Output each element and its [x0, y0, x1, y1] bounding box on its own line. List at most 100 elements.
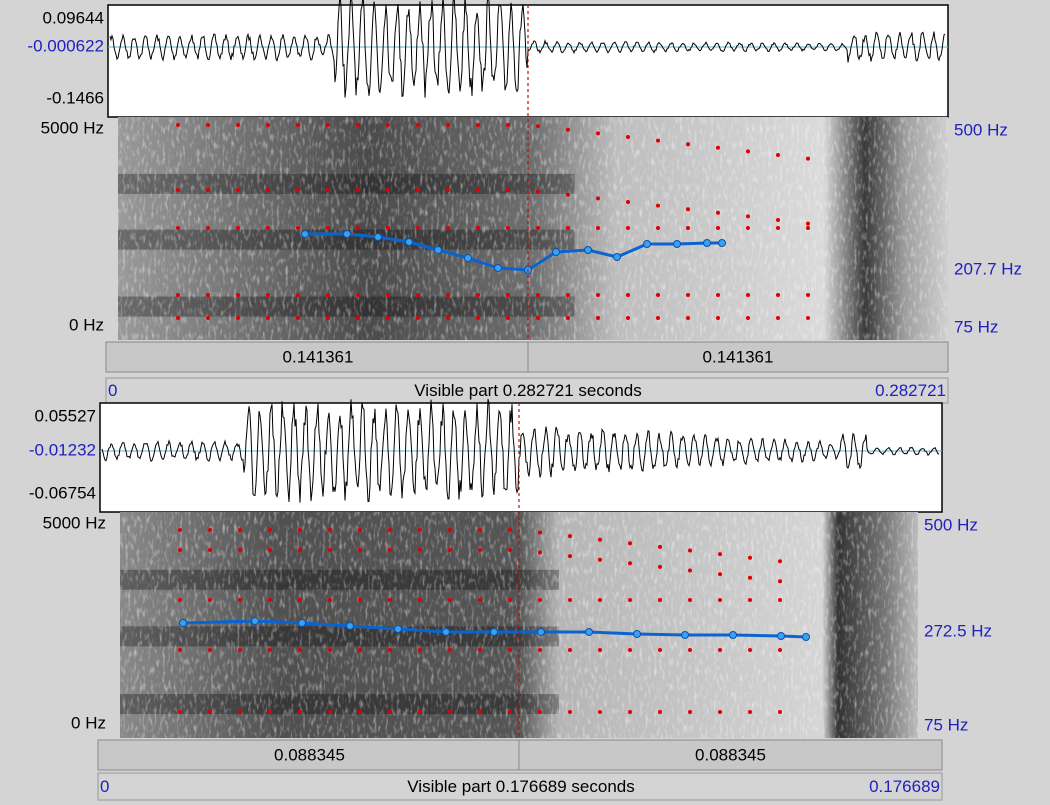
formant-dot [356, 123, 360, 127]
formant-dot [266, 293, 270, 297]
formant-dot [508, 548, 512, 552]
formant-dot [626, 200, 630, 204]
formant-dot [776, 226, 780, 230]
formant-dot [208, 710, 212, 714]
pitch-point [346, 622, 354, 630]
formant-dot [176, 123, 180, 127]
pitch-point [494, 264, 502, 272]
formant-dot [508, 528, 512, 532]
formant-dot [596, 131, 600, 136]
formant-dot [386, 123, 390, 127]
formant-dot [776, 153, 780, 157]
formant-dot [776, 218, 780, 222]
formant-dot [446, 123, 450, 127]
formant-dot [326, 188, 330, 192]
formant-dot [656, 316, 660, 320]
formant-dot [326, 293, 330, 297]
formant-dot [238, 598, 242, 602]
formant-dot [296, 188, 300, 192]
formant-dot [748, 555, 752, 560]
formant-dot [718, 572, 722, 577]
formant-dot [328, 528, 332, 532]
formant-dot [686, 316, 690, 320]
formant-dot [208, 648, 212, 652]
formant-dot [208, 548, 212, 552]
formant-dot [536, 293, 540, 297]
formant-dot [328, 598, 332, 602]
formant-dot [448, 528, 452, 532]
formant-dot [448, 598, 452, 602]
formant-dot [598, 557, 602, 562]
pitch-max: 500 Hz [924, 515, 978, 534]
visible-label: Visible part 0.282721 seconds [414, 381, 641, 400]
formant-dot [448, 710, 452, 714]
formant-dot [298, 648, 302, 652]
formant-dot [508, 598, 512, 602]
visible-start: 0 [100, 777, 109, 796]
formant-dot [686, 293, 690, 297]
pitch-point [343, 230, 351, 238]
pitch-max: 500 Hz [954, 120, 1008, 139]
pitch-point [552, 248, 560, 256]
formant-dot [178, 528, 182, 532]
formant-dot [476, 188, 480, 192]
formant-dot [718, 552, 722, 557]
formant-dot [236, 123, 240, 127]
formant-dot [268, 548, 272, 552]
formant-dot [718, 648, 722, 652]
formant-dot [568, 554, 572, 559]
formant-dot [566, 192, 570, 197]
formant-dot [268, 528, 272, 532]
formant-dot [416, 188, 420, 192]
amp-min: -0.06754 [29, 483, 96, 502]
formant-dot [388, 548, 392, 552]
formant-dot [626, 316, 630, 320]
formant-dot [358, 528, 362, 532]
visible-end: 0.282721 [875, 381, 946, 400]
formant-dot [566, 226, 570, 230]
pitch-point [802, 633, 810, 641]
formant-dot [656, 226, 660, 230]
formant-dot [298, 548, 302, 552]
formant-dot [746, 214, 750, 219]
formant-dot [388, 710, 392, 714]
formant-dot [748, 598, 752, 602]
pitch-point [681, 631, 689, 639]
formant-dot [658, 598, 662, 602]
visible-label: Visible part 0.176689 seconds [407, 777, 634, 796]
formant-dot [476, 316, 480, 320]
pitch-point [584, 246, 592, 254]
formant-dot [596, 226, 600, 230]
formant-dot [568, 598, 572, 602]
formant-dot [208, 598, 212, 602]
formant-dot [508, 648, 512, 652]
formant-dot [298, 710, 302, 714]
formant-dot [628, 598, 632, 602]
formant-dot [806, 316, 810, 320]
formant-dot [538, 648, 542, 652]
formant-dot [718, 710, 722, 714]
formant-dot [716, 226, 720, 230]
formant-dot [446, 188, 450, 192]
formant-dot [566, 127, 570, 132]
formant-dot [568, 710, 572, 714]
right-duration: 0.141361 [703, 347, 774, 366]
pitch-point [777, 632, 785, 640]
panel: 0.09644 -0.000622 -0.1466 5000 Hz 0 Hz 500 Hz… [27, 0, 1022, 404]
formant-dot [386, 293, 390, 297]
formant-dot [326, 123, 330, 127]
formant-dot [298, 528, 302, 532]
formant-dot [566, 293, 570, 297]
formant-dot [746, 149, 750, 154]
pitch-point [490, 628, 498, 636]
formant-dot [478, 648, 482, 652]
pitch-point [394, 625, 402, 633]
formant-dot [356, 188, 360, 192]
formant-dot [296, 316, 300, 320]
formant-dot [536, 226, 540, 230]
formant-dot [176, 293, 180, 297]
formant-dot [416, 293, 420, 297]
waveform-area [99, 402, 943, 513]
formant-dot [746, 293, 750, 297]
formant-dot [296, 226, 300, 230]
